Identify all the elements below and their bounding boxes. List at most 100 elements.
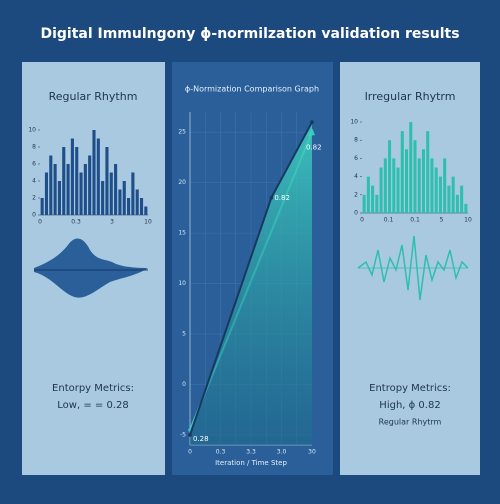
bar	[460, 185, 464, 213]
point	[188, 433, 192, 437]
bar	[127, 198, 131, 215]
bar	[430, 158, 434, 213]
y-tick-label: 20	[178, 179, 186, 186]
bar	[417, 158, 421, 213]
bar	[434, 167, 438, 213]
panel-title: Regular Rhythm	[49, 90, 138, 103]
y-tick-label: 0	[182, 381, 186, 388]
bar	[379, 167, 383, 213]
bar	[144, 206, 148, 215]
x-tick-label: 0	[360, 217, 364, 224]
bar	[388, 140, 392, 213]
x-tick-label: 0.1	[410, 217, 420, 224]
bar	[383, 158, 387, 213]
bar	[118, 189, 122, 215]
x-tick-label: 10	[464, 217, 472, 224]
bar	[135, 189, 139, 215]
bar	[62, 147, 66, 215]
x-tick-label: 5	[440, 217, 444, 224]
y-tick-label: 8	[32, 144, 36, 151]
y-tick-label: 4	[32, 178, 36, 185]
y-tick-label: 10	[178, 280, 186, 287]
annotation: 0.82	[274, 194, 290, 202]
bar	[70, 138, 74, 215]
area	[190, 122, 312, 445]
metric: High, ϕ 0.82	[379, 400, 440, 411]
y-tick-label: 10	[350, 119, 358, 126]
bar	[105, 147, 109, 215]
bar	[122, 181, 126, 215]
bar	[49, 155, 53, 215]
panel-title: ϕ-Normization Comparison Graph	[185, 85, 319, 94]
x-tick-label: 0.3	[216, 449, 226, 456]
bar	[362, 194, 366, 213]
bar	[57, 181, 61, 215]
bar	[400, 131, 404, 213]
bar	[413, 140, 417, 213]
bar	[109, 172, 113, 215]
y-tick-label: 8	[354, 137, 358, 144]
y-tick-label: -5	[180, 431, 186, 438]
point	[269, 195, 274, 200]
x-tick-label: 0	[38, 219, 42, 226]
bar	[139, 198, 144, 215]
bar	[375, 194, 379, 213]
x-tick-label: 3.0	[277, 449, 287, 456]
x-tick-label: 30	[308, 449, 316, 456]
x-tick-label: 0.1	[384, 217, 394, 224]
page-title: Digital Immulngony ϕ-normilzation valida…	[40, 26, 459, 42]
y-tick-label: 6	[354, 155, 358, 162]
bar	[79, 172, 83, 215]
waveform-blob	[34, 238, 148, 298]
bar	[366, 176, 370, 213]
y-tick-label: 25	[178, 129, 186, 136]
bar	[451, 176, 455, 213]
y-tick-label: 2	[32, 195, 36, 202]
y-tick-label: 15	[178, 230, 186, 237]
bar	[455, 194, 459, 213]
bar	[66, 164, 70, 215]
waveform-zigzag	[357, 235, 469, 301]
note: Regular Rhytrm	[379, 418, 442, 427]
bar	[405, 149, 409, 213]
bar	[40, 198, 44, 215]
x-tick-label: 10	[144, 219, 152, 226]
y-tick-label: 0	[354, 210, 358, 217]
bar	[101, 181, 105, 215]
bar	[96, 138, 100, 215]
point	[310, 120, 314, 124]
panel-title: Irregular Rhytrm	[365, 90, 456, 103]
bar	[83, 164, 87, 215]
x-axis-label: Iteration / Time Step	[215, 459, 287, 467]
y-tick-label: 4	[354, 173, 358, 180]
bar	[53, 164, 57, 215]
annotation: 0.82	[306, 143, 322, 151]
bar	[131, 172, 135, 215]
bar	[88, 155, 92, 215]
bar	[114, 164, 118, 215]
annotation: 0.28	[193, 435, 209, 443]
y-tick-label: 6	[32, 161, 36, 168]
metric: Low, = = 0.28	[57, 400, 128, 411]
bar	[92, 130, 96, 215]
bar	[443, 158, 447, 213]
bar	[44, 172, 49, 215]
bar	[392, 158, 396, 213]
x-tick-label: 0	[188, 449, 192, 456]
x-tick-label: 3	[110, 219, 114, 226]
bar	[464, 203, 468, 213]
x-tick-label: 0.3	[71, 219, 81, 226]
y-tick-label: 2	[354, 191, 358, 198]
y-tick-label: 5	[182, 331, 186, 338]
caption: Entropy Metrics:	[369, 383, 451, 394]
bar	[371, 185, 375, 213]
y-tick-label: 10	[28, 127, 36, 134]
bar	[409, 122, 413, 213]
bar	[421, 149, 425, 213]
x-tick-label: 3.3	[246, 449, 256, 456]
bar	[396, 167, 400, 213]
y-tick-label: 0	[32, 212, 36, 219]
bar	[75, 147, 79, 215]
bar	[426, 131, 430, 213]
